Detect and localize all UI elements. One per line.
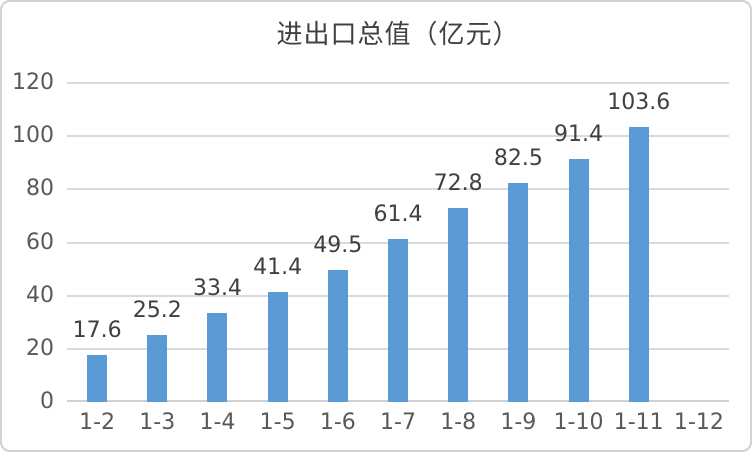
category-column: 33.4 1-4 [187, 83, 247, 435]
category-column: 41.4 1-5 [248, 83, 308, 435]
chart-title: 进出口总值（亿元） [276, 20, 520, 50]
bar [568, 159, 589, 402]
y-tick-label: 120 [12, 70, 54, 95]
x-tick-label: 1-12 [673, 410, 724, 435]
y-tick-label: 0 [40, 389, 54, 414]
y-tick-label: 100 [12, 123, 54, 149]
data-label: 103.6 [607, 89, 671, 115]
x-tick-label: 1-6 [319, 410, 356, 435]
category-column: 72.8 1-8 [428, 83, 488, 435]
data-label: 17.6 [72, 318, 122, 344]
category-column: 61.4 1-7 [368, 83, 428, 435]
x-tick-label: 1-2 [79, 410, 116, 435]
x-tick-label: 1-3 [139, 410, 176, 435]
data-label: 82.5 [493, 145, 543, 171]
bar [87, 355, 108, 402]
x-tick-label: 1-11 [613, 410, 664, 435]
category-column: 103.6 1-11 [607, 83, 671, 435]
x-tick-label: 1-10 [553, 410, 604, 435]
data-label: 41.4 [253, 254, 303, 280]
gridline [67, 188, 729, 191]
x-tick-label: 1-8 [440, 410, 477, 435]
data-label: 61.4 [373, 201, 423, 227]
y-tick-label: 80 [26, 176, 54, 202]
category-column: 1-12 [669, 83, 729, 435]
data-label: 72.8 [433, 171, 483, 197]
category-column: 25.2 1-3 [127, 83, 187, 435]
category-column: 91.4 1-10 [548, 83, 608, 435]
bar [147, 335, 168, 402]
bar [387, 238, 408, 402]
category-column: 49.5 1-6 [308, 83, 368, 435]
plot-area: 17.6 1-2 25.2 1-3 33.4 1-4 41.4 1-5 49.5 1-6 61.4 1… [67, 82, 729, 435]
data-label: 33.4 [192, 276, 242, 302]
bar [327, 270, 348, 402]
x-tick-label: 1-7 [380, 410, 416, 435]
bar [448, 208, 469, 402]
bar [628, 126, 649, 402]
gridline [67, 82, 729, 84]
y-tick-label: 20 [26, 335, 54, 361]
x-tick-label: 1-4 [199, 410, 236, 435]
y-tick-label: 60 [26, 229, 54, 255]
y-axis: 0 20 40 60 80 100 120 [2, 71, 54, 414]
data-label: 25.2 [132, 298, 182, 324]
bar [207, 313, 228, 402]
x-tick-label: 1-9 [500, 410, 537, 435]
category-column: 82.5 1-9 [488, 83, 548, 435]
bar [508, 182, 529, 402]
y-tick-label: 40 [26, 282, 54, 308]
gridline [67, 135, 729, 138]
data-label: 49.5 [313, 233, 363, 259]
category-column: 17.6 1-2 [67, 83, 127, 435]
x-tick-label: 1-5 [259, 410, 296, 435]
bar [267, 291, 288, 402]
data-label: 91.4 [554, 122, 604, 148]
